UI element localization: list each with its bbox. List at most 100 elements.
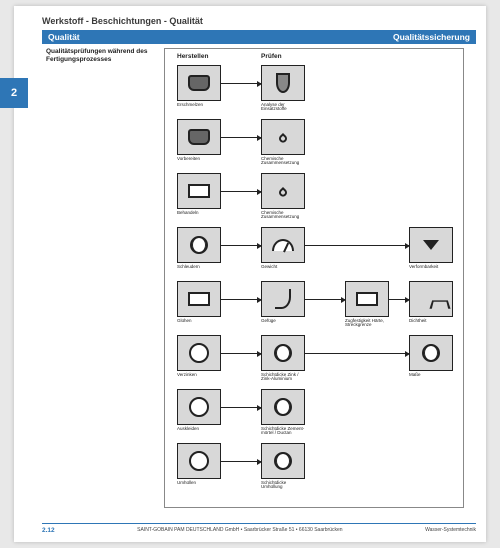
node-box xyxy=(409,335,453,371)
node-verzinken: Verzinken xyxy=(177,335,223,377)
node-label: Erschmelzen xyxy=(177,103,223,108)
node-label: Vorbereiten xyxy=(177,157,223,162)
col-herstellen: Herstellen xyxy=(177,53,208,60)
node-label: Umhüllen xyxy=(177,481,223,486)
node-box xyxy=(177,173,221,209)
node-box xyxy=(409,281,453,317)
node-label: Analyse der Einsatzstoffe xyxy=(261,103,307,112)
node-gefuege: Gefüge xyxy=(261,281,307,323)
arrow xyxy=(305,353,409,354)
node-label: Verzinken xyxy=(177,373,223,378)
footer-company: SAINT-GOBAIN PAM DEUTSCHLAND GmbH • Saar… xyxy=(42,527,476,533)
pot-icon xyxy=(188,129,210,145)
node-box xyxy=(409,227,453,263)
circledot-icon xyxy=(274,398,292,416)
rect-icon xyxy=(188,292,210,306)
category-bar: Qualität Qualitätssicherung xyxy=(42,30,476,44)
col-pruefen: Prüfen xyxy=(261,53,282,60)
drop-icon xyxy=(277,187,288,198)
circledot-icon xyxy=(422,344,440,362)
node-chem2: Chemische Zusammensetzung xyxy=(261,173,307,220)
node-label: Gewicht xyxy=(261,265,307,270)
chapter-tab: 2 xyxy=(0,78,28,108)
node-box xyxy=(261,65,305,101)
node-box xyxy=(261,443,305,479)
page-title: Werkstoff - Beschichtungen - Qualität xyxy=(42,16,203,26)
node-box xyxy=(261,173,305,209)
node-label: Chemische Zusammensetzung xyxy=(261,157,307,166)
node-schicht2: Schichtdicke Zement-mörtel / Ductan xyxy=(261,389,307,436)
flask-icon xyxy=(276,73,290,93)
arrowdn-icon xyxy=(423,240,439,250)
node-vorbereiten: Vorbereiten xyxy=(177,119,223,161)
node-zug: Zugfestigkeit Härte, Streckgrenze xyxy=(345,281,391,328)
circle-icon xyxy=(189,343,209,363)
node-box xyxy=(261,119,305,155)
arrow xyxy=(221,461,261,462)
node-erschmelzen: Erschmelzen xyxy=(177,65,223,107)
arrow xyxy=(221,245,261,246)
node-schicht3: Schichtdicke Umhüllung xyxy=(261,443,307,490)
node-chem: Chemische Zusammensetzung xyxy=(261,119,307,166)
node-dicht: Dichtheit xyxy=(409,281,455,323)
node-verform: Verformbarkeit xyxy=(409,227,455,269)
node-schicht1: Schichtdicke Zink / Zink-Aluminium xyxy=(261,335,307,382)
node-box xyxy=(177,335,221,371)
gauge-icon xyxy=(272,239,294,251)
node-behandeln: Behandeln xyxy=(177,173,223,215)
circledot-icon xyxy=(274,452,292,470)
rect-icon xyxy=(356,292,378,306)
node-box xyxy=(177,281,221,317)
node-label: Maße xyxy=(409,373,455,378)
footer-product: Wasser-Systemtechnik xyxy=(425,527,476,533)
node-label: Gefüge xyxy=(261,319,307,324)
node-label: Glühen xyxy=(177,319,223,324)
process-diagram: Herstellen Prüfen Erschmelzen Analyse der… xyxy=(164,48,464,508)
node-analyse: Analyse der Einsatzstoffe xyxy=(261,65,307,112)
node-label: Schichtdicke Umhüllung xyxy=(261,481,307,490)
rect-icon xyxy=(188,184,210,198)
node-box xyxy=(261,227,305,263)
drop-icon xyxy=(277,133,288,144)
node-schleudern: Schleudern xyxy=(177,227,223,269)
node-gluehen: Glühen xyxy=(177,281,223,323)
page: Werkstoff - Beschichtungen - Qualität Qu… xyxy=(14,6,486,542)
arrow xyxy=(389,299,409,300)
node-box xyxy=(177,65,221,101)
node-box xyxy=(177,443,221,479)
node-label: Verformbarkeit xyxy=(409,265,455,270)
page-number: 2.12 xyxy=(42,527,55,534)
node-label: Behandeln xyxy=(177,211,223,216)
node-label: Schichtdicke Zink / Zink-Aluminium xyxy=(261,373,307,382)
node-box xyxy=(261,389,305,425)
arrow xyxy=(305,245,409,246)
arrow xyxy=(221,191,261,192)
arrow xyxy=(221,83,261,84)
arrow xyxy=(221,407,261,408)
node-masse: Maße xyxy=(409,335,455,377)
arrow xyxy=(305,299,345,300)
node-auskleiden: Auskleiden xyxy=(177,389,223,431)
node-label: Auskleiden xyxy=(177,427,223,432)
bar-right-label: Qualitätssicherung xyxy=(393,30,470,44)
node-label: Dichtheit xyxy=(409,319,455,324)
bar-left-label: Qualität xyxy=(48,32,80,42)
pot-icon xyxy=(188,75,210,91)
node-box xyxy=(261,281,305,317)
node-label: Chemische Zusammensetzung xyxy=(261,211,307,220)
circledot-icon xyxy=(274,344,292,362)
node-gewicht: Gewicht xyxy=(261,227,307,269)
circle-icon xyxy=(189,451,209,471)
node-label: Zugfestigkeit Härte, Streckgrenze xyxy=(345,319,391,328)
node-box xyxy=(177,119,221,155)
node-label: Schichtdicke Zement-mörtel / Ductan xyxy=(261,427,307,436)
circle-icon xyxy=(189,397,209,417)
microscope-icon xyxy=(275,289,291,309)
node-box xyxy=(177,389,221,425)
node-box xyxy=(345,281,389,317)
node-box xyxy=(177,227,221,263)
caption-text: Qualitätsprüfungen während des Fertigung… xyxy=(46,48,156,64)
node-umhuellen: Umhüllen xyxy=(177,443,223,485)
footer: 2.12 Wasser-Systemtechnik SAINT-GOBAIN P… xyxy=(42,523,476,534)
arrow xyxy=(221,299,261,300)
